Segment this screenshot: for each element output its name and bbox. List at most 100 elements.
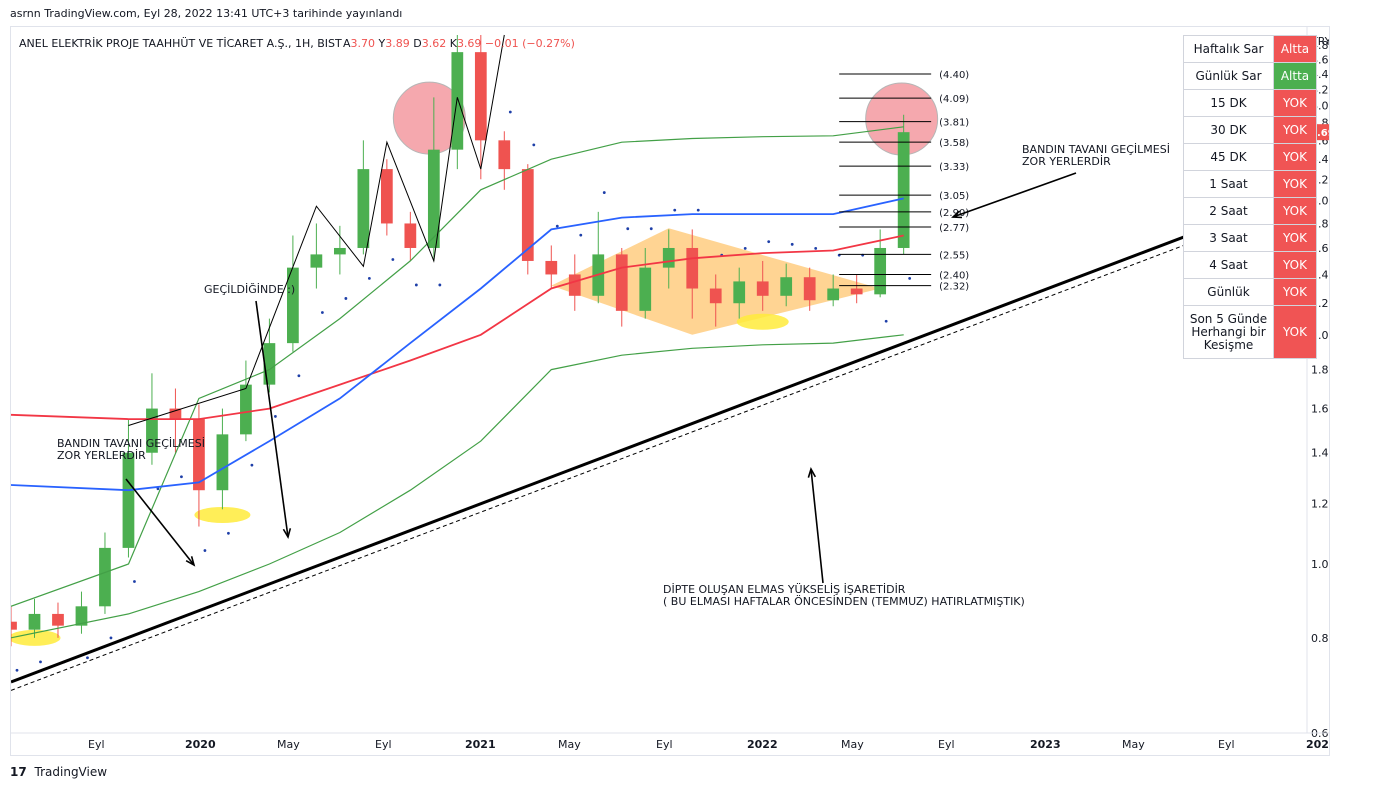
sar-dot-2021-04 [508,110,512,114]
status-value: Altta [1273,62,1317,90]
brand-label: TradingView [34,765,108,779]
candle-body-2020-11 [380,169,393,224]
time-label-8: May [841,738,864,751]
candle-body-2020-05 [240,384,252,435]
sar-dot-2022-09 [908,277,912,280]
arrow-passed [255,300,289,538]
candle-body-2020-02 [169,408,182,420]
sar-dot-2021-05 [532,143,536,147]
sar-dot-2021-12 [696,208,700,212]
sar-dot-2021-09 [626,227,630,231]
sar-dot-2022-04 [790,242,794,246]
arrow-passed-head [282,528,292,540]
ohlc-part-5: 3.62 [422,37,447,50]
ohlc-part-3: 3.89 [385,37,410,50]
fib-label-8: (2.55) [939,250,969,261]
candle-body-2020-07 [287,267,299,344]
ohlc-part-2: Y [375,37,385,50]
candle-body-2022-09 [897,132,910,248]
candle-body-2019-08 [28,613,41,630]
ohlc-part-8: −0.01 (−0.27%) [481,37,574,50]
sar-dot-2020-08 [320,311,324,314]
status-label: 2 Saat [1183,197,1274,225]
sar-dot-2019-10 [86,656,89,660]
price-tick-20: 0.80 [1311,632,1329,645]
candle-body-2019-07 [11,621,17,630]
candle-body-2021-05 [521,169,534,261]
sar-dot-2020-10 [367,277,371,280]
time-label-12: Eyl [1218,738,1235,751]
status-row: Günlük Sar Altta [1183,62,1317,90]
candle-body-2021-09 [615,254,628,311]
sar-dot-2020-01 [156,487,160,491]
fib-label-6: (2.90) [939,208,969,219]
status-label: 15 DK [1183,89,1274,117]
price-tick-15: 1.80 [1311,364,1329,377]
ohlc-part-4: D [410,37,422,50]
candle-body-2022-07 [850,288,863,295]
time-label-5: May [558,738,581,751]
status-value: YOK [1273,170,1317,198]
candle-body-2022-04 [780,277,793,296]
sar-dot-2021-06 [555,224,559,228]
annotation-right-band-0: BANDIN TAVANI GEÇİLMESİ [1022,143,1170,156]
status-value: YOK [1273,143,1317,171]
last-price-label: 3.69 [1310,128,1329,139]
chart-frame[interactable]: (4.40) (4.09) (3.81) (3.58) (3.33) (3.05) (2.9… [10,26,1330,756]
fib-label-5: (3.05) [939,191,969,202]
fib-label-3: (3.58) [939,138,969,149]
ohlc-part-7: 3.69 [457,37,482,50]
candle-body-2019-10 [75,606,88,626]
fib-label-7: (2.77) [939,223,969,234]
status-label: 1 Saat [1183,170,1274,198]
status-table: Haftalık Sar Altta Günlük Sar Altta 15 DK YOK… [1183,35,1317,359]
candle-body-2019-11 [99,547,111,607]
candle-body-2021-10 [639,267,652,311]
sar-dot-2021-01 [438,283,442,287]
status-label: 3 Saat [1183,224,1274,252]
arrow-right-band-head [951,210,963,219]
sar-dot-2022-08 [884,319,888,323]
sar-dot-2020-05 [250,463,254,467]
ohlc-part-0: A [343,37,351,50]
status-label: Haftalık Sar [1183,35,1274,63]
sar-dot-2022-02 [743,246,747,250]
band-upper-line [11,126,904,607]
status-value: Altta [1273,35,1317,63]
candle-body-2021-06 [545,260,558,275]
time-label-2: May [277,738,300,751]
sar-dot-2020-03 [203,549,207,552]
status-row: Haftalık Sar Altta [1183,35,1317,63]
annotation-passed-0: GEÇİLDİĞİNDE :) [204,283,295,296]
sar-dot-2020-07 [297,374,301,378]
candle-body-2019-09 [52,613,64,626]
sar-dot-2019-11 [109,636,113,640]
band-lower-line [11,334,904,639]
tradingview-brand[interactable]: 17 TradingView [10,765,107,779]
ma-red-line [11,234,904,420]
arrow-diamond [810,468,824,584]
time-label-0: Eyl [88,738,105,751]
ma-blue-line [11,197,904,492]
status-label: Günlük Sar [1183,62,1274,90]
sar-dot-2019-12 [133,580,136,583]
time-label-4: 2021 [465,738,496,751]
sar-dot-2021-10 [649,227,653,231]
candle-body-2021-01 [427,149,440,248]
ohlc-part-1: 3.70 [351,37,376,50]
candle-body-2019-12 [122,452,135,548]
sar-dot-2019-07 [15,668,19,672]
time-label-13: 2024 [1306,738,1329,751]
publish-note: asrnn TradingView.com, Eyl 28, 2022 13:4… [10,7,403,20]
zigzag-wave [128,34,505,426]
tradingview-logo-icon: 17 [10,765,27,779]
price-chart[interactable]: (4.40) (4.09) (3.81) (3.58) (3.33) (3.05) (2.9… [11,27,1329,755]
arrow-diamond-head [807,466,817,478]
time-label-7: 2022 [747,738,778,751]
trendline-dashed [11,217,1257,691]
trendline [11,208,1257,684]
sar-dot-2020-02 [180,475,183,479]
sar-dot-2022-05 [814,246,818,250]
time-label-10: 2023 [1030,738,1061,751]
status-value: YOK [1273,116,1317,144]
